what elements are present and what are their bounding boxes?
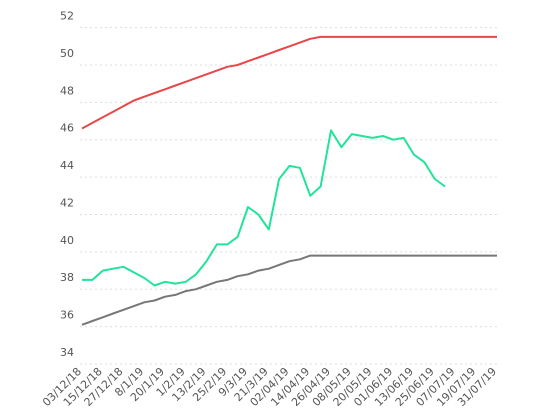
y-tick-label: 44: [60, 159, 74, 172]
y-tick-label: 52: [60, 10, 74, 23]
series-line: [81, 35, 497, 130]
y-tick-label: 50: [60, 47, 74, 60]
y-tick-label: 48: [60, 84, 74, 97]
y-tick-label: 38: [60, 271, 74, 284]
y-tick-label: 34: [60, 346, 74, 359]
series-line: [82, 129, 446, 287]
series-line: [81, 254, 497, 326]
y-tick-label: 36: [60, 309, 74, 322]
y-tick-label: 40: [60, 234, 74, 247]
y-tick-label: 46: [60, 122, 74, 135]
y-tick-label: 42: [60, 196, 74, 209]
